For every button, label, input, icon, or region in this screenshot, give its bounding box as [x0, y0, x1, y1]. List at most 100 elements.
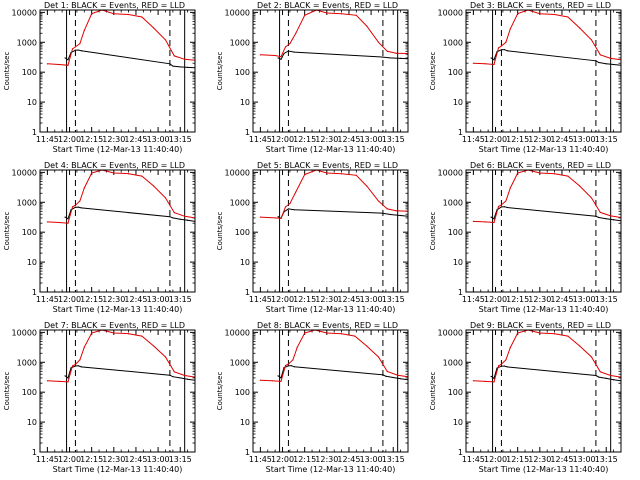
x-tick-label: 12:15 — [80, 295, 103, 304]
x-tick-label: 11:45 — [249, 135, 272, 144]
events-data-point — [490, 216, 492, 218]
events-data-point — [70, 367, 72, 369]
detector-panel-1: Det 1: BLACK = Events, RED = LLD Counts/s… — [3, 1, 196, 154]
x-tick-label: 12:00 — [58, 455, 81, 464]
x-tick-label: 12:30 — [315, 295, 338, 304]
lld-data-point — [153, 345, 155, 347]
events-data-point — [490, 375, 492, 377]
y-tick-label: 1000 — [443, 358, 463, 367]
panel-title: Det 1: BLACK = Events, RED = LLD — [44, 1, 185, 10]
panel-title: Det 9: BLACK = Events, RED = LLD — [470, 321, 611, 330]
lld-series-line — [47, 10, 195, 66]
x-tick-label: 13:15 — [382, 455, 405, 464]
events-data-point — [382, 374, 384, 376]
events-data-point — [293, 51, 295, 53]
x-tick-label: 13:15 — [169, 135, 192, 144]
y-tick-label: 10000 — [438, 328, 463, 337]
events-data-point — [277, 375, 279, 377]
lld-data-point — [83, 29, 85, 31]
x-axis-label: Start Time (12-Mar-13 11:40:40) — [479, 465, 609, 474]
lld-data-point — [610, 215, 612, 217]
lld-data-point — [493, 221, 495, 224]
y-tick-label: 1000 — [17, 198, 37, 207]
x-axis-label: Start Time (12-Mar-13 11:40:40) — [479, 145, 609, 154]
lld-data-point — [366, 185, 368, 187]
lld-data-point — [386, 370, 388, 373]
lld-series-line — [260, 10, 408, 58]
events-data-point — [80, 50, 82, 52]
lld-data-point — [295, 32, 297, 34]
lld-data-point — [567, 335, 569, 337]
events-data-point — [493, 377, 495, 379]
events-data-point — [172, 65, 174, 67]
y-tick-label: 1 — [458, 288, 463, 297]
y-tick-label: 10 — [240, 258, 250, 267]
lld-data-point — [141, 175, 143, 177]
lld-series-line — [473, 330, 621, 383]
lld-data-point — [377, 356, 380, 358]
lld-series-line — [473, 170, 621, 224]
events-series-line — [277, 50, 408, 60]
y-tick-label: 1 — [458, 448, 463, 457]
lld-data-point — [74, 46, 77, 48]
lld-data-point — [46, 63, 48, 65]
lld-series-line — [260, 330, 408, 382]
x-tick-label: 13:15 — [382, 135, 405, 144]
y-tick-label: 10 — [453, 258, 463, 267]
events-data-point — [506, 206, 508, 209]
lld-data-point — [141, 16, 143, 18]
x-tick-label: 13:15 — [595, 455, 618, 464]
lld-data-point — [46, 221, 48, 223]
lld-data-point — [164, 197, 167, 199]
x-tick-label: 13:00 — [573, 295, 596, 304]
events-data-point — [77, 365, 79, 367]
lld-data-point — [386, 208, 388, 210]
x-tick-label: 11:45 — [462, 295, 485, 304]
y-tick-label: 1000 — [230, 198, 250, 207]
x-tick-label: 12:00 — [271, 455, 294, 464]
lld-data-point — [610, 57, 612, 59]
events-data-point — [595, 215, 597, 217]
events-data-point — [80, 207, 82, 209]
lld-data-point — [509, 346, 511, 349]
x-tick-label: 12:00 — [484, 295, 507, 304]
events-data-point — [400, 57, 402, 59]
events-data-point — [400, 378, 402, 380]
y-tick-label: 100 — [235, 228, 250, 237]
panel-title: Det 4: BLACK = Events, RED = LLD — [44, 161, 185, 170]
panel-plot-area — [46, 330, 195, 452]
detector-panel-4: Det 4: BLACK = Events, RED = LLD Counts/s… — [3, 161, 196, 314]
x-tick-label: 13:15 — [595, 135, 618, 144]
lld-data-point — [517, 332, 519, 334]
x-tick-label: 12:30 — [315, 455, 338, 464]
lld-series-line — [47, 330, 195, 383]
y-tick-label: 1000 — [17, 358, 37, 367]
x-axis-label: Start Time (12-Mar-13 11:40:40) — [479, 305, 609, 314]
x-tick-label: 13:00 — [360, 135, 383, 144]
panel-title: Det 2: BLACK = Events, RED = LLD — [257, 1, 398, 10]
events-data-point — [169, 63, 171, 65]
y-tick-label: 10 — [240, 418, 250, 427]
events-data-point — [493, 218, 495, 220]
y-tick-label: 10 — [27, 418, 37, 427]
x-tick-label: 12:45 — [337, 295, 360, 304]
events-data-point — [595, 374, 597, 377]
detector-panel-5: Det 5: BLACK = Events, RED = LLD Counts/s… — [216, 161, 409, 314]
lld-series-line — [47, 170, 195, 224]
lld-data-point — [83, 187, 85, 189]
lld-data-point — [113, 13, 115, 15]
x-tick-label: 11:45 — [249, 295, 272, 304]
x-tick-label: 11:45 — [462, 455, 485, 464]
events-data-point — [283, 52, 285, 55]
y-tick-label: 10000 — [12, 8, 37, 17]
x-tick-label: 13:15 — [382, 295, 405, 304]
x-tick-label: 12:30 — [528, 135, 551, 144]
lld-data-point — [500, 204, 503, 206]
lld-data-point — [539, 13, 541, 15]
lld-data-point — [354, 335, 356, 337]
lld-series-line — [473, 10, 621, 66]
events-data-point — [80, 366, 82, 368]
y-tick-label: 10000 — [225, 8, 250, 17]
x-tick-label: 12:15 — [80, 455, 103, 464]
panel-plot-area — [46, 170, 195, 292]
